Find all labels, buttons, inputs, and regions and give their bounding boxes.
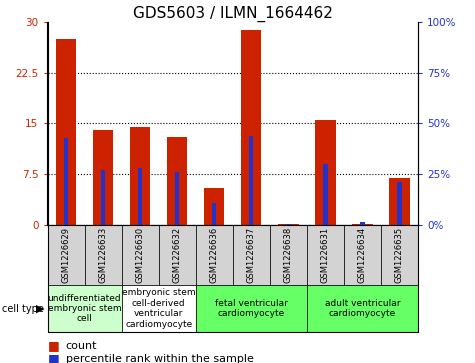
Text: ■: ■ — [48, 352, 59, 363]
Text: percentile rank within the sample: percentile rank within the sample — [66, 354, 254, 363]
Text: GSM1226633: GSM1226633 — [99, 227, 107, 283]
Text: count: count — [66, 340, 97, 351]
Bar — [138, 168, 142, 225]
Text: adult ventricular
cardiomyocyte: adult ventricular cardiomyocyte — [325, 299, 400, 318]
Bar — [241, 30, 261, 225]
Bar — [360, 222, 365, 225]
Bar — [323, 164, 328, 225]
Text: embryonic stem
cell-derived
ventricular
cardiomyocyte: embryonic stem cell-derived ventricular … — [122, 289, 196, 329]
Text: GSM1226630: GSM1226630 — [136, 227, 144, 283]
Text: GSM1226637: GSM1226637 — [247, 227, 256, 283]
Text: GSM1226636: GSM1226636 — [210, 227, 218, 283]
Text: ■: ■ — [48, 339, 59, 352]
Bar — [278, 224, 298, 225]
Bar — [56, 39, 76, 225]
Bar — [175, 172, 180, 225]
Text: GSM1226631: GSM1226631 — [321, 227, 330, 283]
Bar — [315, 120, 335, 225]
Text: undifferentiated
embryonic stem
cell: undifferentiated embryonic stem cell — [48, 294, 122, 323]
Bar — [204, 188, 224, 225]
Bar — [249, 136, 254, 225]
Text: GSM1226635: GSM1226635 — [395, 227, 404, 283]
Text: GSM1226629: GSM1226629 — [62, 227, 70, 283]
Bar — [390, 178, 409, 225]
Text: ▶: ▶ — [36, 303, 44, 314]
Bar — [93, 130, 113, 225]
Bar — [64, 138, 68, 225]
Bar — [167, 137, 187, 225]
Text: GSM1226638: GSM1226638 — [284, 227, 293, 283]
Bar — [352, 224, 372, 225]
Bar — [101, 170, 105, 225]
Title: GDS5603 / ILMN_1664462: GDS5603 / ILMN_1664462 — [133, 5, 332, 22]
Text: cell type: cell type — [2, 303, 44, 314]
Text: GSM1226632: GSM1226632 — [173, 227, 181, 283]
Bar — [130, 127, 150, 225]
Bar — [212, 203, 217, 225]
Bar — [286, 224, 291, 225]
Text: fetal ventricular
cardiomyocyte: fetal ventricular cardiomyocyte — [215, 299, 288, 318]
Bar — [397, 182, 402, 225]
Text: GSM1226634: GSM1226634 — [358, 227, 367, 283]
